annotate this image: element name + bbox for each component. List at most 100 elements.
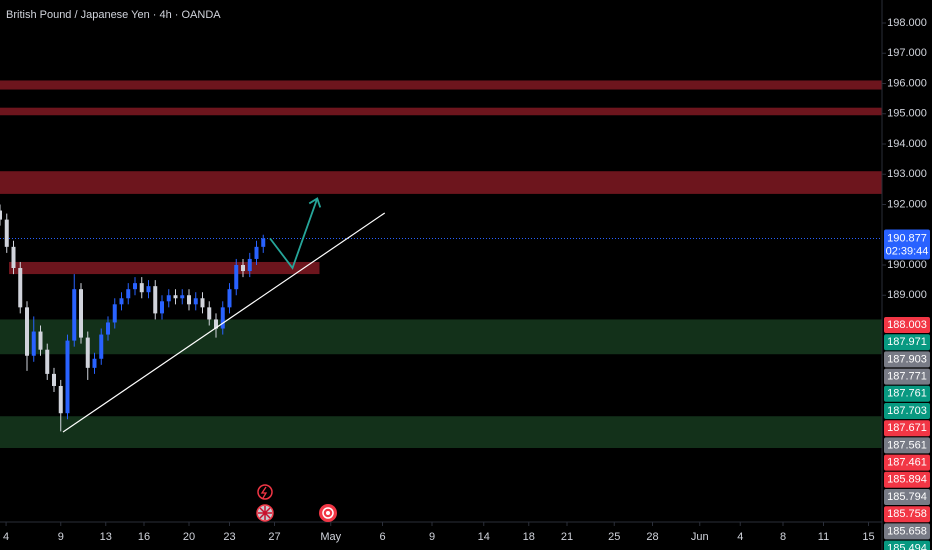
icon-lightning[interactable] [257, 484, 273, 500]
price-tag [884, 334, 930, 351]
price-tag-label: 187.771 [887, 371, 927, 383]
candle-body [166, 295, 171, 302]
price-tag-label: 185.658 [887, 525, 927, 537]
y-tick-label: 194.000 [887, 138, 927, 150]
candle-body [180, 295, 185, 299]
candle-body [25, 307, 29, 356]
candle-body [254, 246, 259, 259]
x-tick-label: Jun [691, 531, 709, 543]
candle-body [31, 331, 36, 356]
candle-body [241, 264, 245, 272]
price-tag-label: 188.003 [887, 319, 927, 331]
projection-arrowhead [308, 197, 322, 208]
candle-body [247, 258, 252, 272]
x-tick-label: 16 [138, 531, 150, 543]
candle-body [133, 283, 137, 290]
candle-body [200, 298, 205, 308]
candle-body [187, 295, 191, 305]
price-tag [884, 403, 930, 419]
icon-event-ring [322, 507, 334, 519]
candle-body [99, 334, 104, 359]
chart-title: British Pound / Japanese Yen · 4h · OAND… [6, 9, 221, 21]
x-tick-label: 18 [523, 531, 535, 543]
price-tag [884, 471, 930, 488]
candle-body [227, 289, 232, 308]
x-tick-label: 25 [608, 531, 620, 543]
x-tick-label: 27 [268, 531, 280, 543]
candle-body [72, 289, 77, 341]
plot-area [0, 80, 882, 449]
candle-body [79, 289, 83, 338]
price-tag-label: 185.794 [887, 491, 927, 503]
countdown-label: 02:39:44 [886, 245, 929, 257]
candle-body [106, 322, 110, 335]
candle-body [38, 331, 43, 350]
price-tag [884, 420, 930, 437]
candle-body [85, 337, 90, 368]
y-tick-label: 197.000 [887, 47, 927, 59]
price-tag-label: 187.561 [887, 439, 927, 451]
y-tick-label: 190.000 [887, 259, 927, 271]
candle-body [139, 283, 144, 293]
last-price-label: 190.877 [887, 232, 927, 244]
y-tick-label: 189.000 [887, 289, 927, 301]
y-tick-label: 192.000 [887, 198, 927, 210]
candle-body [92, 358, 97, 368]
icon-flag-cross [258, 506, 272, 520]
candle-body [65, 340, 70, 414]
last-price-tag [884, 229, 930, 260]
x-tick-label: 23 [223, 531, 235, 543]
price-tag-label: 187.461 [887, 457, 927, 469]
zone [9, 261, 320, 275]
x-tick-label: 20 [183, 531, 195, 543]
candle-body [126, 289, 131, 299]
x-tick-label: 9 [58, 531, 64, 543]
y-tick-label: 195.000 [887, 108, 927, 120]
candle-body [0, 210, 2, 220]
price-tag-label: 187.703 [887, 405, 927, 417]
x-tick-label: 4 [3, 531, 9, 543]
price-tag [884, 317, 930, 333]
price-tag [884, 351, 930, 368]
zone [0, 416, 882, 449]
candle-body [119, 298, 124, 305]
event-icons [256, 484, 337, 522]
price-tag [884, 385, 930, 402]
price-tag-label: 187.971 [887, 336, 927, 348]
price-tag [884, 368, 930, 385]
candle-body [52, 373, 56, 386]
price-tag [884, 454, 930, 471]
candle-body [11, 246, 16, 269]
candle-body [153, 286, 158, 314]
candle-body [112, 304, 117, 323]
price-tag [884, 506, 930, 523]
candle-body [160, 301, 164, 314]
icon-event-dot [326, 511, 330, 515]
candle-body [58, 385, 63, 414]
price-tag [884, 540, 930, 550]
x-tick-label: 21 [561, 531, 573, 543]
x-tick-label: 4 [737, 531, 743, 543]
candle-body [234, 264, 239, 290]
candle-body [18, 268, 23, 308]
candle-body [220, 307, 225, 329]
x-tick-label: 11 [818, 531, 829, 543]
y-tick-label: 198.000 [887, 17, 927, 29]
x-tick-label: 14 [478, 531, 490, 543]
candle-body [207, 307, 212, 320]
price-tag-label: 185.758 [887, 508, 927, 520]
price-tag-label: 187.671 [887, 422, 927, 434]
x-tick-label: 15 [862, 531, 874, 543]
zone [0, 171, 882, 194]
candle-body [45, 349, 50, 374]
candle-body [261, 238, 266, 247]
candle-body [146, 286, 151, 293]
candle-body [173, 295, 178, 299]
x-tick-label: May [320, 531, 341, 543]
price-tag [884, 523, 930, 540]
zone [0, 80, 882, 90]
x-tick-label: 28 [646, 531, 658, 543]
price-tag-label: 187.761 [887, 388, 927, 400]
price-tag-label: 185.894 [887, 474, 927, 486]
